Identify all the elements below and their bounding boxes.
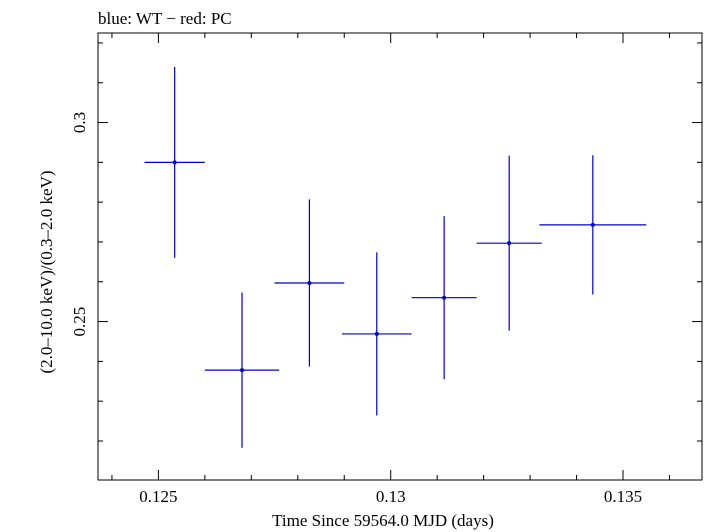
x-tick-label: 0.135 [604,487,642,506]
data-point [539,155,647,295]
point-marker [507,241,512,246]
x-tick-label: 0.13 [376,487,406,506]
y-tick-labels: 0.25 0.3 [70,112,89,337]
axis-ticks [98,33,702,480]
data-point [476,155,542,331]
data-point [144,66,205,258]
y-axis-label: (2.0–10.0 keV)/(0.3–2.0 keV) [37,170,56,373]
x-axis-label: Time Since 59564.0 MJD (days) [272,511,494,530]
x-tick-label: 0.125 [139,487,177,506]
point-marker [172,160,177,165]
point-marker [240,368,245,373]
point-marker [374,331,379,336]
data-point [411,216,477,380]
data-point [341,252,412,416]
data-points [144,66,647,448]
data-point [274,199,345,367]
point-marker [307,280,312,285]
y-tick-label: 0.3 [70,112,89,133]
point-marker [590,222,595,227]
plot-frame [97,32,703,481]
y-tick-label: 0.25 [70,307,89,337]
point-marker [442,295,447,300]
x-tick-labels: 0.125 0.13 0.135 [139,487,642,506]
data-point [204,292,280,448]
chart-title: blue: WT − red: PC [98,9,232,28]
